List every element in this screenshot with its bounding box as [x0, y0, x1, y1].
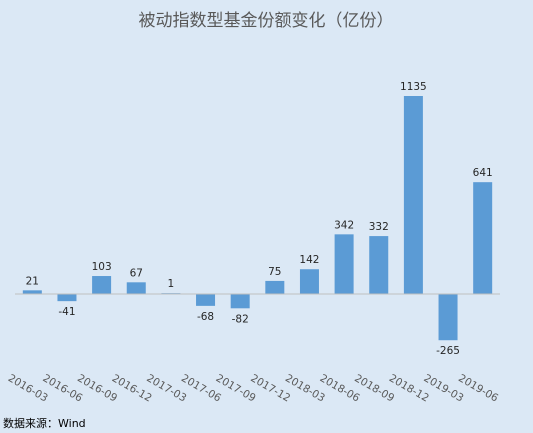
- data-label-2016-09: 103: [92, 261, 112, 273]
- bars-group: [22, 96, 493, 341]
- data-labels-group: 21 -41 103 67 1 -68 -82 75 142 342 332 1135 -265 641: [26, 81, 493, 357]
- bar-2018-06: [334, 234, 354, 294]
- bar-2017-06: [196, 294, 216, 306]
- bar-2019-06: [473, 182, 493, 294]
- data-label-2017-09: -82: [232, 313, 249, 325]
- bar-2017-09: [230, 294, 250, 309]
- bar-2018-03: [299, 269, 319, 294]
- data-label-2018-12: 1135: [400, 81, 427, 93]
- data-label-2018-03: 142: [299, 254, 319, 266]
- bar-2016-09: [92, 276, 112, 294]
- data-label-2019-03: -265: [436, 345, 460, 357]
- data-label-2018-09: 332: [369, 221, 389, 233]
- data-label-2016-03: 21: [26, 275, 39, 287]
- bar-2016-12: [126, 282, 146, 294]
- source-note: 数据来源：Wind: [3, 416, 86, 430]
- data-label-2017-12: 75: [268, 266, 281, 278]
- bar-2017-12: [265, 280, 285, 294]
- bar-2016-03: [22, 290, 42, 294]
- bar-2018-12: [403, 96, 423, 294]
- x-tick-label-2019-06: 2019-06: [456, 372, 500, 404]
- bar-2019-03: [438, 294, 458, 341]
- data-label-2018-06: 342: [334, 219, 354, 231]
- x-tick-labels-group: 2016-032016-062016-092016-122017-032017-…: [6, 372, 501, 404]
- data-label-2017-06: -68: [197, 311, 214, 323]
- bar-2018-09: [369, 236, 389, 294]
- data-label-2019-06: 641: [473, 167, 493, 179]
- chart-title: 被动指数型基金份额变化（亿份）: [139, 11, 394, 31]
- data-label-2017-03: 1: [168, 278, 175, 290]
- data-label-2016-12: 67: [130, 267, 143, 279]
- bar-2016-06: [57, 294, 77, 302]
- data-label-2016-06: -41: [58, 306, 75, 318]
